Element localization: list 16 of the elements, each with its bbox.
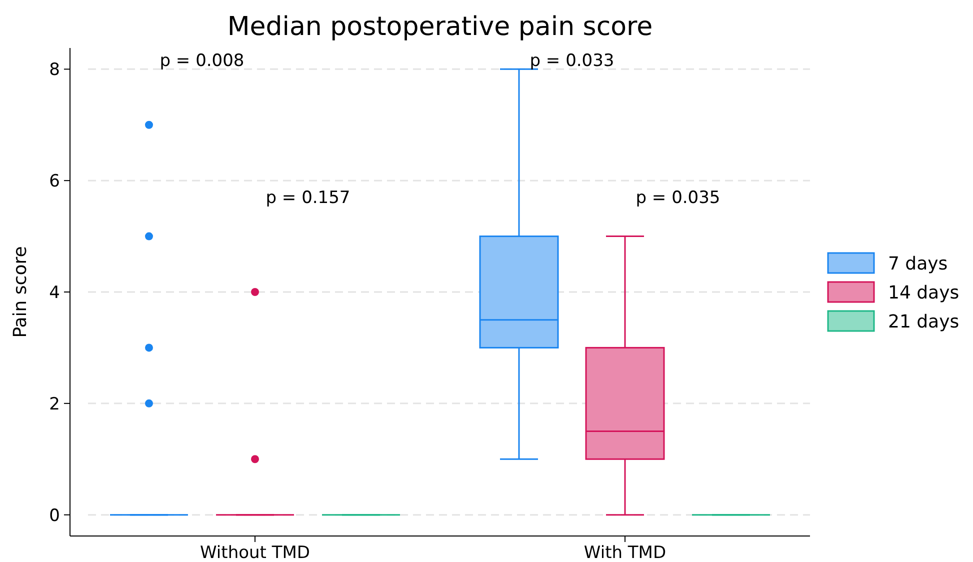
chart-title: Median postoperative pain score <box>227 12 653 42</box>
legend-label: 7 days <box>888 253 948 274</box>
y-tick-label: 0 <box>49 506 60 526</box>
x-tick-label: Without TMD <box>200 543 310 562</box>
legend-label: 14 days <box>888 282 960 304</box>
annotation: p = 0.157 <box>266 188 350 208</box>
y-tick-label: 8 <box>49 60 60 80</box>
y-axis-title: Pain score <box>10 246 31 338</box>
x-tick-label: With TMD <box>584 543 666 562</box>
annotation: p = 0.008 <box>160 51 244 71</box>
y-tick-label: 4 <box>49 282 60 303</box>
legend-label: 21 days <box>888 311 960 332</box>
y-tick-label: 6 <box>49 172 60 192</box>
annotation: p = 0.033 <box>530 51 614 71</box>
y-tick-label: 2 <box>49 394 60 414</box>
annotation: p = 0.035 <box>636 188 720 208</box>
